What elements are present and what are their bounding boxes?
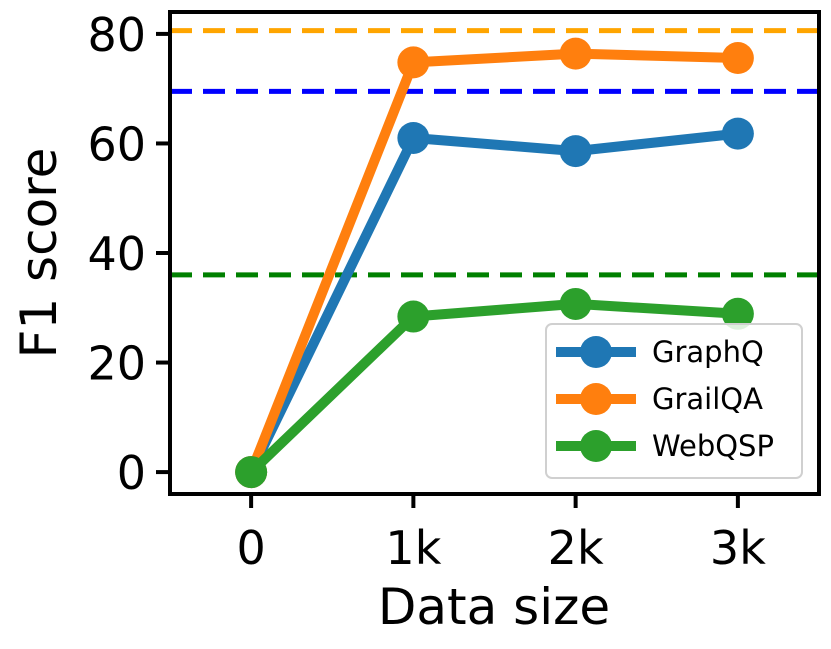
data-point-webqsp-3 xyxy=(721,297,754,330)
data-point-webqsp-0 xyxy=(235,456,268,489)
legend-label-graphq: GraphQ xyxy=(652,335,764,369)
legend-label-webqsp: WebQSP xyxy=(652,429,774,463)
y-tick-label: 80 xyxy=(87,8,146,62)
legend-item-grailqa: GrailQA xyxy=(556,382,763,416)
data-point-graphq-2 xyxy=(559,135,592,168)
data-point-webqsp-2 xyxy=(559,287,592,320)
legend-label-grailqa: GrailQA xyxy=(652,382,763,416)
x-tick-label: 2k xyxy=(548,521,604,575)
data-point-grailqa-1 xyxy=(397,46,430,79)
data-point-webqsp-1 xyxy=(397,300,430,333)
legend-marker-graphq xyxy=(580,336,612,368)
series-webqsp xyxy=(235,287,754,489)
axes: 0 1k 2k 3k 0 20 40 60 80 xyxy=(87,8,821,575)
y-axis-label: F1 score xyxy=(10,148,68,359)
data-point-graphq-1 xyxy=(397,121,430,154)
x-axis-label: Data size xyxy=(378,578,610,636)
legend-item-webqsp: WebQSP xyxy=(556,429,774,463)
data-point-grailqa-3 xyxy=(721,42,754,75)
series-layer xyxy=(235,37,754,489)
y-tick-label: 20 xyxy=(87,337,146,391)
x-tick-label: 3k xyxy=(710,521,766,575)
series-line-graphq xyxy=(246,128,743,478)
series-line-webqsp xyxy=(246,298,743,478)
x-tick-label: 1k xyxy=(385,521,441,575)
y-tick-label: 40 xyxy=(87,227,146,281)
y-tick-label: 60 xyxy=(87,117,146,171)
legend: GraphQ GrailQA WebQSP xyxy=(545,323,803,479)
data-point-graphq-3 xyxy=(721,117,754,150)
legend-marker-grailqa xyxy=(580,383,612,415)
data-point-grailqa-2 xyxy=(559,37,592,70)
y-tick-label: 0 xyxy=(117,446,146,500)
series-line-grailqa xyxy=(246,48,743,478)
legend-marker-webqsp xyxy=(580,430,612,462)
x-tick-label: 0 xyxy=(236,521,265,575)
legend-item-graphq: GraphQ xyxy=(556,335,764,369)
reference-lines xyxy=(170,28,819,278)
